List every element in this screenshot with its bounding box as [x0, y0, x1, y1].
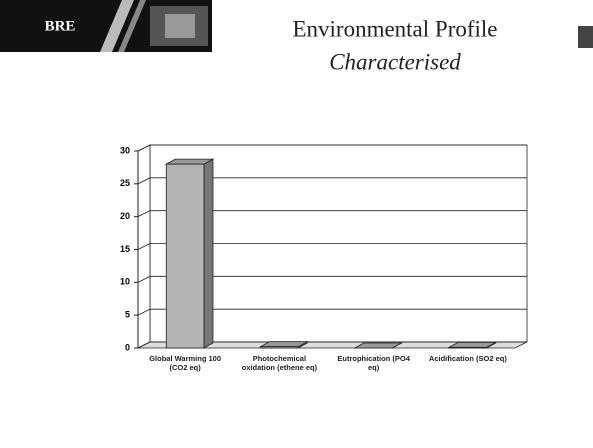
grid-line: [137, 341, 527, 349]
grid-line: [137, 243, 527, 250]
bar: [164, 158, 215, 349]
bar: [447, 341, 498, 349]
bar: [258, 341, 309, 349]
y-tick-label: 0: [125, 342, 130, 352]
bar-top: [447, 341, 498, 348]
grid-line: [137, 210, 527, 218]
bar-side: [203, 158, 214, 349]
logo-image: [165, 14, 195, 38]
x-tick-label: Acidification (SO2 eq): [428, 354, 507, 363]
y-tick-label: 25: [120, 178, 130, 188]
bar-front: [260, 346, 299, 349]
y-tick-label: 5: [125, 310, 130, 320]
bar-front: [165, 163, 205, 349]
logo-stripe: [100, 0, 134, 52]
bar-top: [164, 158, 215, 165]
chart-subtitle: Characterised: [329, 49, 461, 74]
bar-top: [258, 341, 309, 348]
logo-stripe: [118, 0, 146, 52]
bar: [353, 342, 404, 349]
bar-front: [448, 346, 488, 349]
y-tick-label: 15: [120, 244, 130, 254]
logo-text: BRE: [45, 18, 76, 34]
x-tick-label: Global Warming 100 (CO2 eq): [149, 354, 222, 372]
grid-line: [137, 308, 527, 316]
grid-line: [137, 144, 527, 152]
grid-line: [137, 177, 527, 185]
x-tick-label: Eutrophication (PO4 eq): [337, 354, 410, 372]
x-tick-label: Photochemical oxidation (ethene eq): [241, 354, 318, 372]
corner-image: [578, 26, 593, 48]
y-tick-label: 20: [120, 211, 130, 221]
y-tick-label: 10: [120, 277, 130, 287]
y-tick-label: 30: [120, 145, 130, 155]
bar-top: [353, 342, 404, 349]
grid-line: [137, 275, 527, 283]
chart-title: Environmental Profile: [292, 16, 497, 41]
